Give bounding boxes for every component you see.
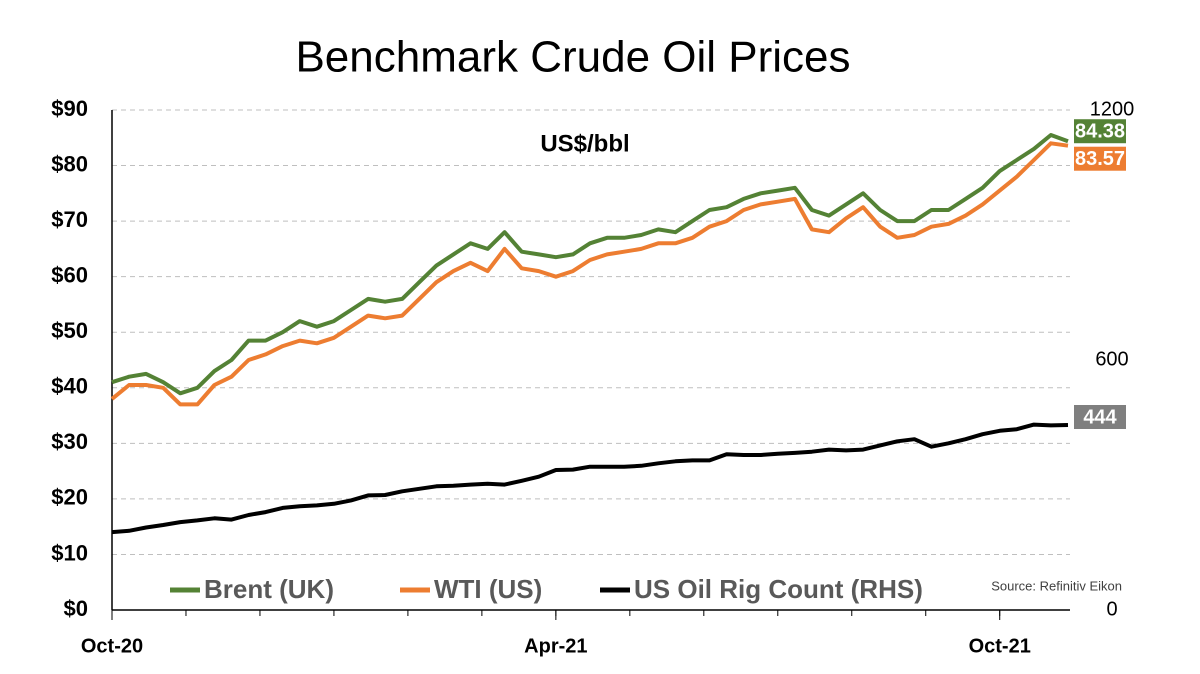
y2-tick-label: 1200 <box>1090 98 1135 120</box>
y2-tick-label: 600 <box>1095 348 1128 370</box>
x-tick-label: Oct-20 <box>81 635 143 657</box>
x-tick-label: Apr-21 <box>524 635 587 657</box>
y2-tick-label: 0 <box>1106 598 1117 620</box>
y-tick-label: $50 <box>51 318 88 343</box>
y-tick-label: $80 <box>51 151 88 176</box>
source-note: Source: Refinitiv Eikon <box>991 578 1122 593</box>
value-label: 84.38 <box>1075 121 1125 143</box>
chart-title: Benchmark Crude Oil Prices <box>295 33 850 82</box>
subtitle: US$/bbl <box>540 130 629 157</box>
y-tick-label: $40 <box>51 374 88 399</box>
series-line <box>110 141 1069 407</box>
series-line <box>111 133 1069 396</box>
value-label-box <box>1074 146 1126 171</box>
y-tick-label: $70 <box>51 207 88 232</box>
y-tick-label: $20 <box>51 485 88 510</box>
y-tick-label: $90 <box>51 96 88 121</box>
y-tick-label: $60 <box>51 262 88 287</box>
y-tick-label: $10 <box>51 540 88 565</box>
y-tick-label: $0 <box>64 596 88 621</box>
value-label: 83.57 <box>1075 148 1125 170</box>
series-line <box>111 422 1069 535</box>
x-tick-label: Oct-21 <box>969 635 1031 657</box>
legend-label: WTI (US) <box>434 574 542 604</box>
y-tick-label: $30 <box>51 429 88 454</box>
value-label: 444 <box>1083 406 1117 428</box>
value-label-box <box>1074 119 1126 144</box>
legend-label: US Oil Rig Count (RHS) <box>634 574 923 604</box>
value-label-box <box>1074 405 1126 429</box>
legend-label: Brent (UK) <box>204 574 334 604</box>
